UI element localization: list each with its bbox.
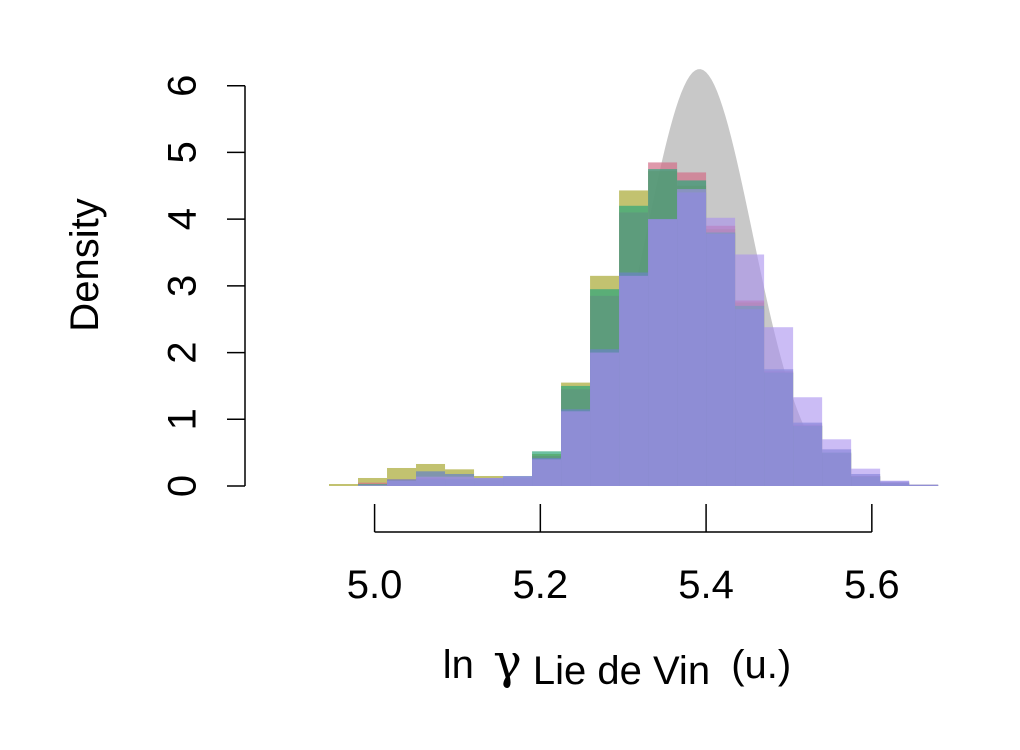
y-tick-label: 5	[161, 141, 205, 163]
y-tick-label: 4	[161, 208, 205, 230]
histogram-bar	[329, 484, 359, 486]
y-tick-label: 3	[161, 275, 205, 297]
histogram-bar	[358, 477, 388, 486]
histogram-bar	[880, 480, 910, 486]
histogram-bars	[329, 162, 939, 487]
plot-area	[300, 69, 963, 487]
y-tick-label: 2	[161, 341, 205, 363]
histogram-bar	[735, 254, 765, 486]
histogram-bar	[445, 476, 475, 486]
histogram-bar	[909, 484, 939, 486]
histogram-bar	[532, 459, 562, 486]
histogram-bar	[358, 484, 388, 486]
x-tick-label: 5.0	[347, 563, 403, 607]
histogram-bar	[822, 439, 852, 486]
histogram-bar	[851, 468, 881, 486]
histogram-bar	[416, 476, 446, 486]
y-tick-label: 1	[161, 408, 205, 430]
histogram-bar	[561, 411, 591, 486]
histogram-bar	[619, 275, 649, 486]
histogram-bar	[648, 219, 678, 487]
histogram-bar	[474, 477, 504, 486]
y-tick-label: 0	[161, 475, 205, 497]
histogram-bar	[764, 327, 794, 486]
x-tick-label: 5.6	[844, 563, 900, 607]
histogram-bar	[387, 480, 417, 486]
y-axis: 0 1 2 3 4 5 6	[161, 75, 246, 497]
x-axis: 5.0 5.2 5.4 5.6	[347, 504, 900, 607]
x-tick-label: 5.4	[678, 563, 734, 607]
x-axis-label-prefix: ln	[443, 643, 474, 687]
x-axis-label: ln γ Lie de Vin (u.)	[443, 634, 791, 693]
x-axis-label-unit: (u.)	[731, 643, 791, 687]
x-tick-label: 5.2	[513, 563, 569, 607]
y-axis-label: Density	[63, 198, 107, 331]
x-axis-label-symbol: γ	[493, 634, 522, 690]
x-axis-label-subscript: Lie de Vin	[533, 649, 710, 693]
histogram-bar	[677, 189, 707, 486]
histogram-bar	[503, 476, 533, 486]
y-tick-label: 6	[161, 75, 205, 97]
histogram-bar	[590, 352, 620, 486]
histogram-series-5	[358, 189, 939, 487]
histogram-bar	[706, 217, 736, 487]
histogram-bar	[793, 397, 823, 486]
